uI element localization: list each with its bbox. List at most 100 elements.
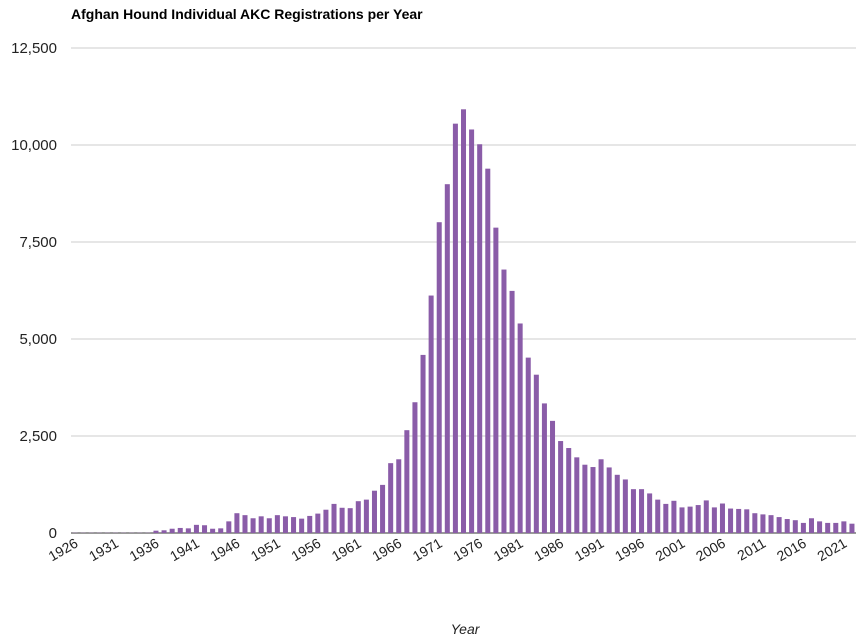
bar-1998	[655, 499, 661, 533]
bar-2018	[817, 521, 823, 533]
bar-1992	[606, 467, 612, 533]
bar-1988	[574, 457, 580, 533]
bar-1972	[444, 184, 450, 534]
bar-1977	[485, 168, 491, 533]
y-tick-label: 12,500	[11, 40, 57, 57]
bar-1959	[339, 507, 345, 533]
bar-2016	[800, 522, 806, 533]
bar-1973	[452, 123, 458, 533]
bar-1991	[598, 459, 604, 533]
bar-2022	[849, 523, 855, 533]
bar-1989	[582, 464, 588, 533]
bar-1939	[177, 527, 183, 533]
bar-1996	[639, 489, 645, 533]
x-tick-label: 2001	[653, 535, 688, 565]
x-tick-label: 2021	[814, 535, 849, 565]
x-tick-label: 1976	[450, 535, 485, 565]
x-tick-label: 1986	[531, 535, 566, 565]
bar-1940	[185, 528, 191, 533]
bar-1943	[210, 528, 216, 533]
bar-1952	[282, 516, 288, 533]
bar-1984	[541, 403, 547, 533]
x-tick-label: 1971	[410, 535, 445, 565]
bar-1975	[469, 129, 475, 534]
x-tick-label: 2016	[774, 535, 809, 565]
bar-2014	[784, 519, 790, 533]
bar-1965	[388, 463, 394, 533]
x-axis-title: Year	[451, 621, 481, 637]
bar-1995	[630, 489, 636, 533]
x-tick-label: 1946	[207, 535, 242, 565]
x-tick-label: 1931	[86, 535, 121, 565]
bar-2007	[728, 508, 734, 533]
y-tick-label: 5,000	[19, 331, 57, 348]
bar-1999	[663, 503, 669, 533]
x-tick-label: 1936	[126, 535, 161, 565]
x-tick-label: 1941	[167, 535, 202, 565]
y-tick-label: 0	[49, 525, 57, 542]
bar-2009	[744, 509, 750, 533]
bar-1986	[558, 441, 564, 533]
bar-1990	[590, 467, 596, 533]
bar-1967	[404, 430, 410, 533]
bar-1958	[331, 503, 337, 533]
bar-1961	[355, 501, 361, 533]
bar-1981	[517, 323, 523, 533]
bar-1950	[266, 518, 272, 533]
bar-1983	[533, 374, 539, 533]
x-tick-label: 1951	[248, 535, 283, 565]
bar-2003	[695, 505, 701, 533]
bar-1962	[363, 499, 369, 533]
bar-1953	[291, 517, 297, 533]
bar-2013	[776, 517, 782, 533]
bar-1945	[226, 521, 232, 533]
bar-1949	[258, 516, 264, 533]
x-tick-label: 1981	[491, 535, 526, 565]
bar-1971	[436, 222, 442, 533]
bar-1963	[371, 490, 377, 533]
bar-1938	[169, 528, 175, 533]
bar-1955	[307, 515, 313, 533]
x-axis-ticks: 1926 1931 1936 1941 1946 1951 1956 1961 1966 1971…	[46, 535, 850, 565]
bar-1946	[234, 513, 240, 533]
bar-2019	[825, 522, 831, 533]
bar-1978	[493, 227, 499, 534]
bar-2008	[736, 508, 742, 533]
bar-1957	[323, 509, 329, 533]
y-tick-label: 2,500	[19, 428, 57, 445]
bar-1980	[509, 290, 515, 533]
bar-1969	[420, 354, 426, 533]
bar-1994	[622, 479, 628, 533]
bar-1944	[218, 528, 224, 533]
bar-2002	[687, 506, 693, 533]
x-tick-label: 2011	[734, 535, 768, 564]
bar-1937	[161, 530, 167, 533]
bar-2011	[760, 514, 766, 533]
bar-1960	[347, 508, 353, 533]
bar-1987	[566, 448, 572, 533]
bar-2004	[703, 500, 709, 533]
bar-1993	[614, 474, 620, 533]
bar-1968	[412, 402, 418, 533]
bar-2010	[752, 513, 758, 533]
y-tick-label: 10,000	[11, 137, 57, 154]
bar-1942	[202, 525, 208, 533]
x-tick-label: 1991	[572, 535, 607, 565]
bar-1947	[242, 515, 248, 533]
bar-1941	[193, 524, 199, 533]
bar-2006	[719, 503, 725, 533]
bar-1970	[428, 295, 434, 533]
x-tick-label: 2006	[693, 535, 728, 565]
y-tick-label: 7,500	[19, 234, 57, 251]
x-tick-label: 1961	[329, 535, 364, 565]
bar-1997	[647, 493, 653, 533]
bar-2021	[841, 521, 847, 533]
bar-2015	[792, 520, 798, 533]
bar-1951	[274, 515, 280, 533]
bars	[72, 109, 855, 534]
bar-1974	[460, 109, 467, 533]
bar-2020	[833, 522, 839, 533]
bar-1936	[153, 530, 159, 533]
y-axis-ticks: 0 2,500 5,000 7,500 10,000 12,500	[11, 40, 57, 542]
